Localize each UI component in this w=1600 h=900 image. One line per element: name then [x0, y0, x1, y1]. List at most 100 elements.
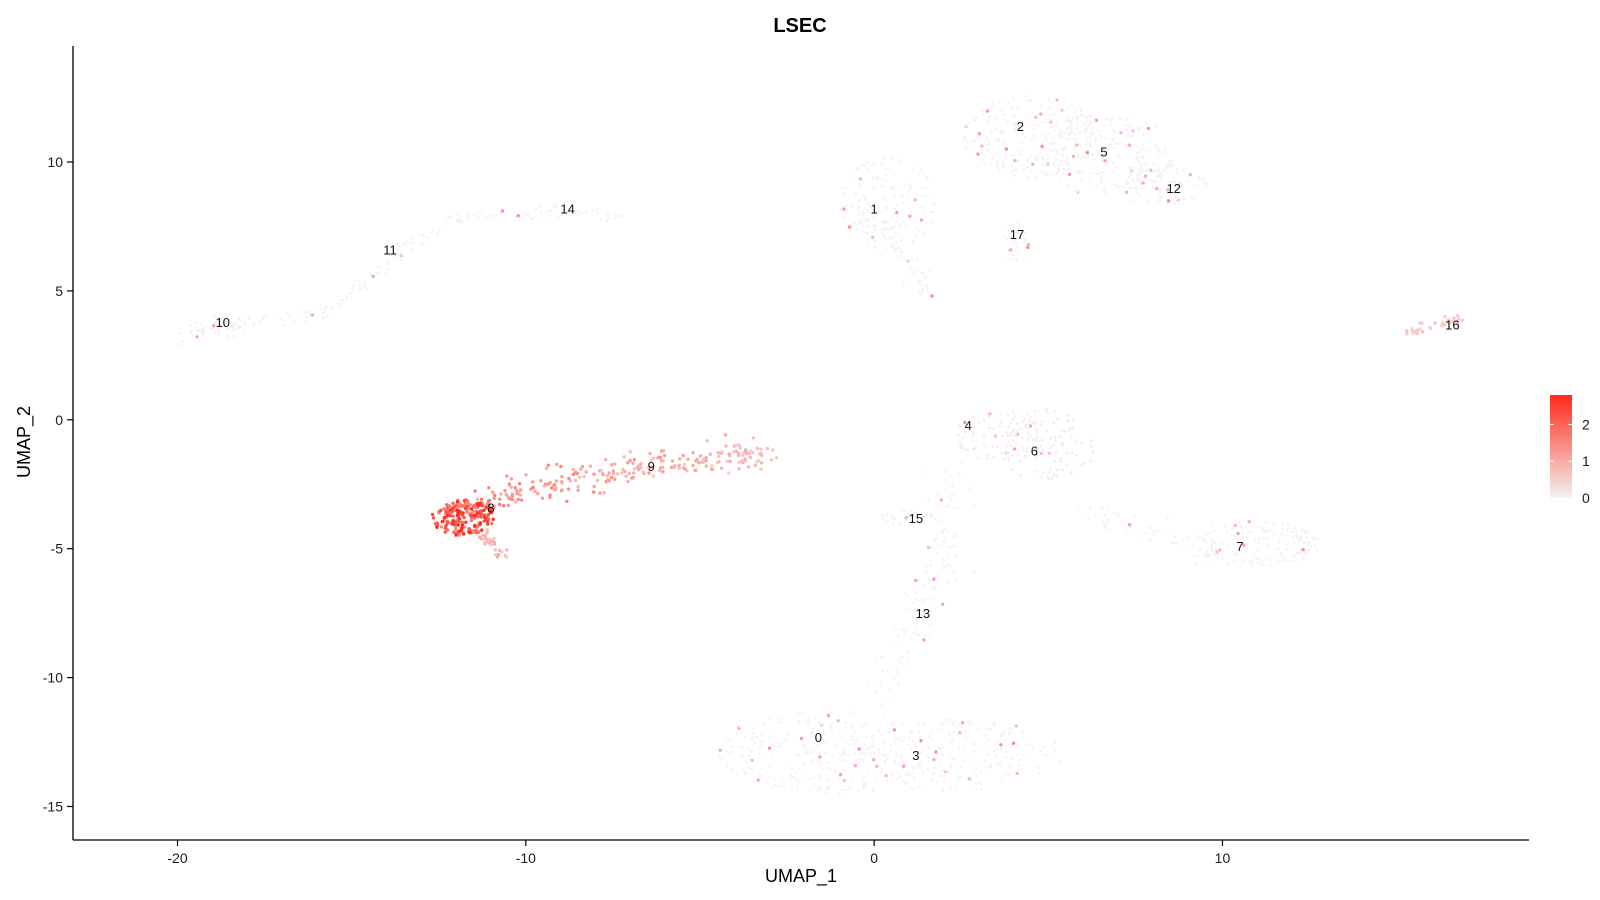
cell-point-8 — [467, 527, 471, 531]
cell-point-11 — [410, 241, 413, 245]
cell-point-1 — [863, 218, 866, 221]
cell-point-6 — [1052, 444, 1055, 447]
cell-point-8 — [464, 520, 468, 524]
cell-point-7-tail — [1197, 535, 1200, 538]
cell-point-2 — [963, 145, 967, 149]
cell-point-0 — [881, 753, 885, 756]
cell-point-14 — [494, 215, 497, 218]
cell-point-6 — [1039, 423, 1043, 427]
cell-point-3 — [900, 757, 904, 760]
cell-point-5 — [1082, 154, 1085, 158]
cell-point-5 — [1136, 179, 1139, 183]
cell-point-14 — [539, 210, 543, 214]
cell-point-9 — [740, 459, 744, 463]
cell-point-6 — [1053, 409, 1056, 413]
cell-point-0 — [907, 770, 911, 773]
cell-point-5 — [1075, 189, 1078, 192]
cell-point-6 — [1059, 435, 1062, 439]
cell-point-8 — [477, 530, 481, 534]
cell-point-2 — [1054, 158, 1058, 162]
cell-point-11 — [395, 253, 399, 257]
cell-point-9 — [560, 481, 564, 485]
cell-point-0 — [873, 779, 877, 783]
cell-point-2 — [1030, 170, 1033, 174]
cell-point-12 — [1175, 197, 1179, 201]
cell-point-0 — [909, 747, 913, 751]
cell-point-3 — [931, 772, 935, 775]
cell-point-4 — [1015, 430, 1018, 433]
cell-point-15 — [929, 515, 932, 519]
cell-point-7 — [1232, 560, 1236, 564]
cell-point-13 — [915, 590, 918, 594]
cell-point-3 — [913, 776, 916, 779]
cell-point-12 — [1158, 189, 1162, 193]
cell-point-7 — [1295, 529, 1298, 533]
cell-point-0 — [817, 789, 820, 792]
cell-point-7 — [1278, 559, 1282, 562]
cell-point-3 — [930, 729, 934, 733]
cell-point-3 — [993, 750, 997, 753]
cell-point-1-tail — [873, 239, 876, 243]
cell-point-8 — [435, 525, 439, 529]
cell-point-12 — [1137, 168, 1141, 171]
cell-point-1 — [880, 162, 884, 166]
cell-point-0 — [795, 788, 799, 792]
cell-point-9 — [507, 482, 511, 486]
cell-point-11 — [358, 287, 362, 291]
cell-point-7 — [1304, 540, 1307, 544]
legend-tick-label: 0 — [1582, 490, 1590, 506]
cell-point-0 — [808, 777, 812, 781]
cell-point-5 — [1057, 163, 1060, 167]
x-ticks: -20 -10 0 10 — [167, 840, 1230, 866]
cell-point-6 — [1040, 476, 1043, 479]
cell-point-0 — [750, 735, 754, 739]
cell-point-9 — [677, 463, 681, 467]
cell-point-17 — [1009, 223, 1013, 227]
cell-point-2 — [1067, 106, 1071, 110]
cell-point-1 — [922, 194, 925, 198]
cell-point-3 — [866, 747, 869, 750]
cell-point-5 — [1078, 190, 1081, 194]
cell-point-5 — [1089, 145, 1092, 149]
cell-point-11 — [399, 251, 402, 254]
cell-point-0 — [817, 753, 821, 757]
cell-point-7 — [1287, 523, 1290, 527]
cell-point-8-tail — [485, 528, 489, 532]
cell-point-1 — [896, 246, 899, 250]
cell-point-9 — [744, 449, 748, 453]
cell-point-16 — [1410, 331, 1415, 335]
cell-point-13 — [923, 611, 926, 615]
cell-point-0 — [803, 746, 807, 749]
cell-point-6 — [1067, 429, 1070, 432]
cell-point-5 — [1060, 135, 1063, 138]
cell-point-9 — [543, 482, 548, 486]
cell-point-0 — [816, 759, 819, 762]
cell-point-6 — [1031, 438, 1035, 441]
cell-point-11 — [322, 311, 325, 315]
cell-point-12 — [1179, 184, 1183, 188]
cell-point-7 — [1277, 541, 1281, 544]
cell-point-5 — [1068, 132, 1072, 135]
cell-point-1 — [865, 167, 869, 171]
cell-point-3 — [984, 734, 988, 737]
cell-point-13 — [939, 544, 943, 547]
cell-point-11 — [399, 259, 403, 262]
cell-point-0 — [834, 770, 837, 773]
cell-point-8 — [463, 503, 467, 507]
cell-point-13 — [912, 601, 915, 605]
cell-point-4 — [995, 445, 999, 448]
cell-point-7-tail — [1156, 529, 1160, 533]
cell-point-2 — [1011, 97, 1015, 100]
cell-point-3 — [974, 787, 978, 790]
cell-point-0 — [782, 784, 786, 788]
cell-point-11 — [368, 273, 372, 276]
cell-point-2 — [1044, 118, 1048, 121]
cell-point-2 — [1074, 152, 1078, 156]
cell-point-1 — [899, 159, 902, 162]
cell-point-2 — [995, 165, 998, 168]
cell-point-15 — [914, 514, 918, 518]
cell-point-2 — [1037, 124, 1040, 127]
cell-point-11 — [304, 310, 307, 314]
cell-point-4 — [1005, 431, 1008, 435]
cell-point-13 — [951, 484, 955, 488]
